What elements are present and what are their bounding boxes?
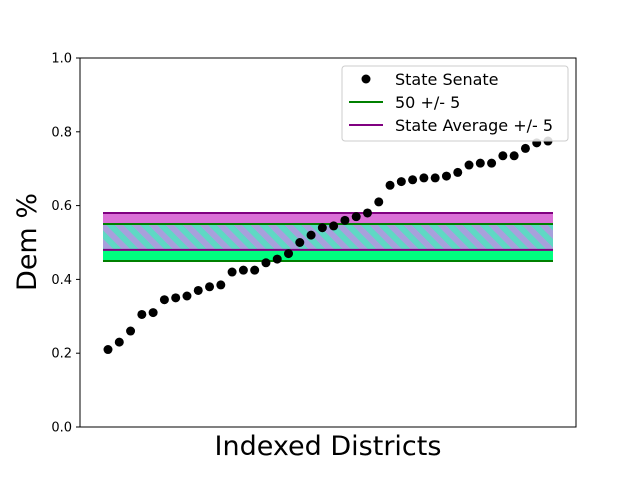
data-point xyxy=(159,295,169,305)
data-point xyxy=(374,197,384,207)
y-axis-title: Dem % xyxy=(12,193,43,291)
data-point xyxy=(205,282,215,292)
data-point xyxy=(216,280,226,290)
data-point xyxy=(126,326,136,336)
data-point xyxy=(362,208,372,218)
legend-item-state-senate: State Senate xyxy=(361,70,499,89)
data-points xyxy=(103,136,553,355)
data-point xyxy=(396,177,406,187)
y-tick-label: 0.8 xyxy=(51,125,72,140)
legend-label: State Average +/- 5 xyxy=(395,116,553,135)
data-point xyxy=(351,212,361,222)
data-point xyxy=(103,345,113,355)
x-axis-title: Indexed Districts xyxy=(215,431,442,462)
data-point xyxy=(441,171,451,181)
y-axis: 0.0 0.2 0.4 0.6 0.8 1.0 xyxy=(51,52,80,436)
y-tick-label: 0.6 xyxy=(51,199,72,214)
data-point xyxy=(408,175,418,185)
data-point xyxy=(137,309,147,319)
legend-box xyxy=(341,65,569,142)
data-point xyxy=(520,143,530,153)
bands-layer xyxy=(103,211,553,262)
data-point xyxy=(487,158,497,168)
data-point xyxy=(148,308,158,318)
data-point xyxy=(509,151,519,161)
band-overlap xyxy=(103,224,553,250)
legend-item-state-average: State Average +/- 5 xyxy=(349,116,553,135)
data-point xyxy=(453,167,463,177)
data-point xyxy=(171,293,181,303)
data-point xyxy=(317,223,327,233)
data-point xyxy=(419,173,429,183)
legend-marker xyxy=(361,74,371,84)
y-tick-label: 0.0 xyxy=(51,421,72,436)
legend: State Senate 50 +/- 5 State Average +/- 5 xyxy=(341,65,569,142)
data-point xyxy=(498,151,508,161)
data-point xyxy=(238,265,248,275)
legend-item-50: 50 +/- 5 xyxy=(349,93,460,112)
data-point xyxy=(193,285,203,295)
data-point xyxy=(261,258,271,268)
data-point xyxy=(385,180,395,190)
legend-label: 50 +/- 5 xyxy=(395,93,460,112)
data-point xyxy=(464,160,474,170)
legend-label: State Senate xyxy=(395,70,499,89)
y-tick-label: 1.0 xyxy=(51,52,72,67)
y-tick-label: 0.4 xyxy=(51,273,72,288)
data-point xyxy=(475,158,485,168)
data-point xyxy=(329,221,339,231)
data-point xyxy=(227,267,237,277)
data-point xyxy=(295,238,305,247)
data-point xyxy=(430,173,440,183)
data-point xyxy=(250,265,260,275)
data-point xyxy=(182,291,192,301)
data-point xyxy=(272,254,282,264)
y-tick-label: 0.2 xyxy=(51,347,72,362)
data-point xyxy=(284,249,294,259)
data-point xyxy=(340,215,350,225)
plot-frame xyxy=(79,57,577,428)
data-point xyxy=(306,230,316,240)
data-point xyxy=(114,337,124,347)
